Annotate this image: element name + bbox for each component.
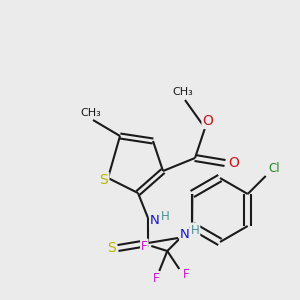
Text: H: H: [160, 209, 169, 223]
Text: F: F: [153, 272, 160, 286]
Text: F: F: [141, 239, 148, 253]
Text: F: F: [183, 268, 190, 281]
Text: CH₃: CH₃: [172, 87, 194, 97]
Text: N: N: [150, 214, 160, 226]
Text: S: S: [100, 173, 108, 187]
Text: Cl: Cl: [268, 163, 280, 176]
Text: N: N: [180, 229, 190, 242]
Text: O: O: [229, 156, 239, 170]
Text: O: O: [202, 114, 213, 128]
Text: H: H: [190, 224, 200, 236]
Text: CH₃: CH₃: [81, 108, 101, 118]
Text: S: S: [106, 241, 116, 255]
